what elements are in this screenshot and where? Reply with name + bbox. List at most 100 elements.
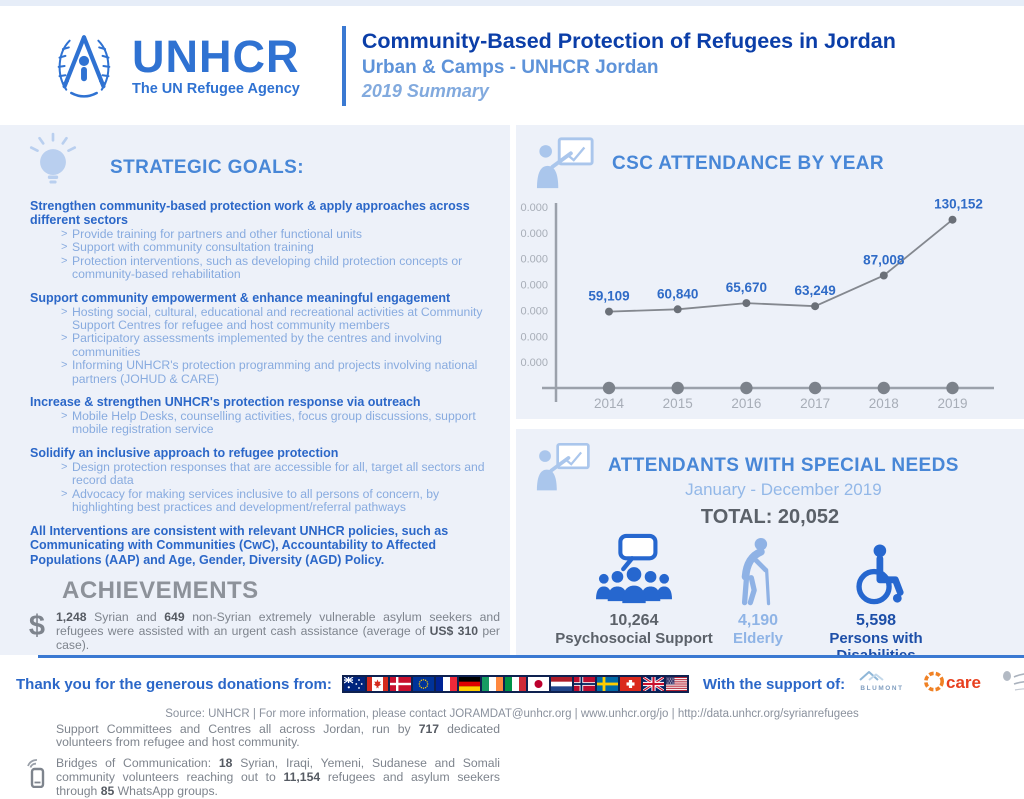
flag-sweden: [596, 677, 618, 691]
left-panel: STRATEGIC GOALS: Strengthen community-ba…: [0, 125, 510, 798]
goal-title: Solidify an inclusive approach to refuge…: [30, 445, 339, 460]
footer: Thank you for the generous donations fro…: [0, 655, 1024, 724]
unhcr-emblem-icon: [57, 34, 111, 98]
partner-logos: BLUMONT care: [853, 668, 1024, 700]
svg-text:2018: 2018: [869, 396, 899, 411]
unhcr-tagline: The UN Refugee Agency: [132, 80, 300, 97]
flag-canada: [366, 677, 388, 691]
goal-bullets: Provide training for partners and other …: [61, 227, 486, 282]
csc-attendance-chart: 20.000 40.000 60.000 80.000 100.000 120.000 14…: [520, 197, 994, 411]
special-needs-titles: ATTENDANTS WITH SPECIAL NEEDS January - …: [608, 455, 959, 500]
source-line: Source: UNHCR | For more information, pl…: [165, 708, 859, 720]
flag-italy: [504, 677, 526, 691]
special-needs-label: Elderly: [732, 630, 784, 647]
svg-text:63,249: 63,249: [794, 283, 835, 298]
presenter-icon: [536, 442, 590, 491]
goal: Strengthen community-based protection wo…: [30, 199, 486, 282]
svg-text:87,008: 87,008: [863, 253, 905, 268]
svg-text:BLUMONT: BLUMONT: [861, 685, 904, 692]
special-needs-value: 4,190: [737, 612, 779, 629]
psychosocial-support-icon: [596, 533, 672, 604]
goal-bullet: Provide training for partners and other …: [61, 227, 486, 242]
flag-united-states: [665, 677, 687, 691]
svg-text:2019: 2019: [937, 396, 967, 411]
special-needs-header: ATTENDANTS WITH SPECIAL NEEDS January - …: [516, 429, 1024, 500]
goal-bullet: Protection interventions, such as develo…: [61, 254, 486, 282]
svg-text:60,840: 60,840: [657, 286, 698, 301]
achievement-text: 1,248 Syrian and 649 non-Syrian extremel…: [56, 610, 500, 652]
strategic-goals-title: STRATEGIC GOALS:: [110, 157, 304, 178]
achievements-title: ACHIEVEMENTS: [62, 577, 259, 604]
special-needs-title: ATTENDANTS WITH SPECIAL NEEDS: [608, 455, 959, 476]
special-needs-value: 5,598: [855, 612, 897, 629]
special-needs-period: January - December 2019: [685, 480, 882, 499]
blumont-logo: BLUMONT: [853, 668, 911, 700]
special-needs-columns: 10,264 Psychosocial Support 4,190 Elderl…: [516, 533, 1024, 673]
page-subtitle: Urban & Camps - UNHCR Jordan: [361, 57, 659, 78]
svg-text:care: care: [946, 673, 981, 692]
page-period: 2019 Summary: [361, 81, 489, 101]
goals-list: Strengthen community-based protection wo…: [30, 199, 486, 515]
goal-bullet: Participatory assessments implemented by…: [61, 332, 486, 359]
svg-text:59,109: 59,109: [588, 289, 629, 304]
goal-bullet: Mobile Help Desks, counselling activitie…: [61, 409, 486, 437]
mobile-outreach-icon: [18, 757, 56, 799]
svg-text:40.000: 40.000: [520, 331, 548, 343]
unhcr-logo: UNHCR The UN Refugee Agency: [46, 28, 300, 104]
goal-bullet: Support with community consultation trai…: [61, 240, 486, 255]
special-needs-item: 5,598 Persons with Disabilities: [794, 533, 958, 664]
support-label: With the support of:: [702, 675, 846, 693]
donor-flag-strip: [341, 675, 689, 693]
flag-netherlands: [550, 677, 572, 691]
svg-text:130,152: 130,152: [934, 197, 983, 212]
flag-denmark: [389, 677, 411, 691]
unhcr-logo-text: UNHCR The UN Refugee Agency: [132, 30, 300, 97]
care-logo: care: [923, 668, 987, 700]
goal: Support community empowerment & enhance …: [30, 291, 486, 386]
svg-text:2014: 2014: [594, 396, 625, 411]
achievement-item: $1,248 Syrian and 649 non-Syrian extreme…: [18, 610, 502, 653]
goal-bullets: Design protection responses that are acc…: [61, 460, 486, 515]
flag-ireland: [481, 677, 503, 691]
special-needs-value: 10,264: [609, 612, 659, 629]
svg-text:100.000: 100.000: [520, 254, 548, 266]
flag-france: [435, 677, 457, 691]
header: UNHCR The UN Refugee Agency Community-Ba…: [0, 6, 1024, 125]
goal-bullets: Mobile Help Desks, counselling activitie…: [61, 409, 486, 437]
presenter-icon: [536, 137, 594, 189]
unhcr-acronym: UNHCR: [132, 30, 300, 82]
special-needs-item: 10,264 Psychosocial Support: [552, 533, 716, 647]
goal-title: Support community empowerment & enhance …: [30, 290, 451, 305]
strategic-goals-note: All Interventions are consistent with re…: [30, 523, 449, 567]
goal-bullets: Hosting social, cultural, educational an…: [61, 305, 486, 386]
lightbulb-icon: [29, 132, 77, 184]
donations-label: Thank you for the generous donations fro…: [16, 675, 332, 693]
svg-text:60.000: 60.000: [520, 305, 548, 317]
goal-bullet: Design protection responses that are acc…: [61, 460, 486, 488]
svg-text:20.000: 20.000: [520, 357, 548, 369]
strategic-goals-header: STRATEGIC GOALS:: [0, 125, 510, 191]
flag-european-union: [412, 677, 434, 691]
goal-bullet: Hosting social, cultural, educational an…: [61, 305, 486, 333]
svg-text:65,670: 65,670: [726, 280, 767, 295]
wheelchair-icon: [856, 544, 904, 605]
flag-united-kingdom: [642, 677, 664, 691]
goal-bullet: Advocacy for making services inclusive t…: [61, 487, 486, 515]
flag-germany: [458, 677, 480, 691]
csc-attendance-panel: CSC ATTENDANCE BY YEAR 20.000 40.000 60.00…: [516, 125, 1024, 419]
arabic-partner-logo: [999, 668, 1024, 700]
page-title: Community-Based Protection of Refugees i…: [361, 29, 896, 53]
special-needs-item: 4,190 Elderly: [676, 533, 840, 647]
goal-bullet: Informing UNHCR's protection programming…: [61, 359, 486, 386]
csc-header: CSC ATTENDANCE BY YEAR: [516, 125, 1024, 189]
csc-title: CSC ATTENDANCE BY YEAR: [612, 153, 885, 174]
svg-text:120.000: 120.000: [520, 228, 548, 240]
svg-text:2015: 2015: [663, 396, 693, 411]
flag-switzerland: [619, 677, 641, 691]
svg-text:140.000: 140.000: [520, 202, 548, 214]
header-divider: [341, 25, 346, 106]
svg-text:80.000: 80.000: [520, 280, 548, 292]
svg-text:2017: 2017: [800, 396, 830, 411]
special-needs-total: TOTAL: 20,052: [700, 506, 840, 528]
flag-australia: [343, 677, 365, 691]
